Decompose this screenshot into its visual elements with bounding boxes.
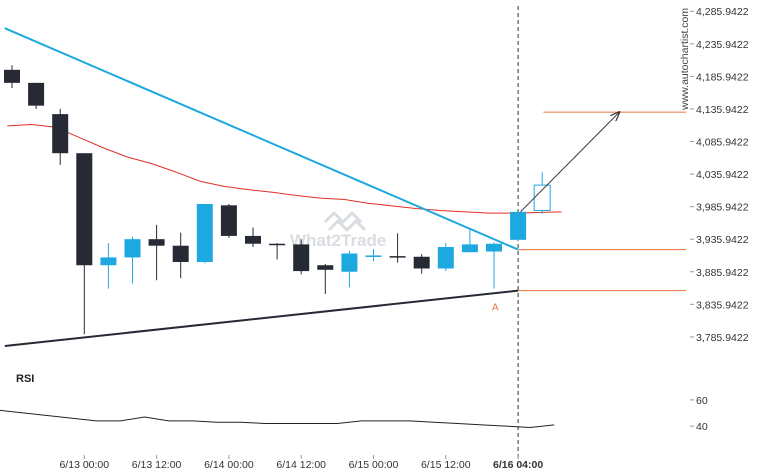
- x-tick-label: 6/15 12:00: [421, 459, 471, 471]
- candle-body: [269, 243, 286, 246]
- candle-body: [389, 256, 406, 258]
- candle-body: [413, 256, 430, 269]
- candle-body: [510, 211, 527, 240]
- resistance-trendline: [4, 27, 519, 251]
- candle: [389, 233, 406, 263]
- candle: [124, 236, 141, 284]
- projection-arrow: [520, 112, 620, 213]
- candle: [220, 204, 237, 238]
- candle-body: [28, 82, 45, 106]
- candle-body: [4, 69, 20, 83]
- y-axis: 4,285.9422 4,235.9422 4,185.9422 4,135.9422…: [690, 6, 749, 344]
- candle-body: [293, 244, 310, 272]
- candle: [413, 254, 430, 274]
- candle-body: [124, 239, 141, 258]
- y-tick-label: 4,285.9422: [696, 6, 749, 18]
- rsi-label: RSI: [16, 373, 34, 385]
- candle: [245, 227, 261, 247]
- candle: [510, 211, 527, 241]
- candle-body: [76, 153, 93, 266]
- site-label: www.autochartist.com: [679, 8, 691, 111]
- candle-body: [148, 239, 165, 246]
- candle: [148, 224, 165, 281]
- y-tick-label: 4,235.9422: [696, 39, 749, 51]
- rsi-tick-label: 40: [696, 421, 708, 433]
- x-tick-label: 6/14 12:00: [276, 459, 326, 471]
- candle: [28, 82, 45, 109]
- watermark-text: What2Trade: [290, 231, 386, 250]
- candle-body: [196, 204, 213, 262]
- candle: [4, 65, 20, 89]
- candle-body: [437, 246, 454, 269]
- x-tick-label: 6/13 12:00: [132, 459, 182, 471]
- point-label-a: A: [492, 303, 499, 314]
- support-trendline: [4, 289, 519, 347]
- y-tick-label: 4,035.9422: [696, 169, 749, 181]
- candle-body: [341, 253, 358, 272]
- rsi-panel: RSI 60 40: [0, 373, 708, 433]
- candle: [196, 204, 213, 264]
- y-tick-label: 4,085.9422: [696, 137, 749, 149]
- x-tick-label: 6/13 00:00: [59, 459, 109, 471]
- watermark: What2Trade: [290, 211, 386, 250]
- candle-body: [317, 265, 334, 270]
- candle-body: [52, 114, 69, 154]
- rsi-line: [0, 409, 555, 428]
- candle-body: [486, 243, 502, 252]
- x-tick-label: 6/15 00:00: [349, 459, 399, 471]
- candle: [341, 250, 358, 288]
- candle-body: [100, 257, 117, 266]
- candle: [269, 243, 286, 260]
- candle: [172, 232, 189, 279]
- x-tick-label: 6/14 00:00: [204, 459, 254, 471]
- x-tick-label: 6/16 04:00: [493, 459, 543, 471]
- y-tick-label: 4,185.9422: [696, 71, 749, 83]
- candle: [100, 243, 117, 289]
- y-tick-label: 4,135.9422: [696, 104, 749, 116]
- watermark-logo-icon: [323, 211, 367, 232]
- candle-body: [461, 244, 478, 253]
- moving-average-line: [7, 124, 562, 214]
- projected-candle-body: [533, 184, 551, 212]
- candle: [461, 229, 478, 253]
- price-panel: A: [4, 6, 686, 460]
- rsi-tick-label: 60: [696, 395, 708, 407]
- candle: [365, 248, 382, 262]
- y-tick-label: 3,785.9422: [696, 332, 749, 344]
- candle: [317, 263, 334, 294]
- x-axis: 6/13 00:00 6/13 12:00 6/14 00:00 6/14 12:00…: [59, 455, 543, 471]
- y-tick-label: 3,985.9422: [696, 202, 749, 214]
- candle: [486, 242, 502, 289]
- y-tick-label: 3,835.9422: [696, 299, 749, 311]
- candle-body: [220, 205, 237, 236]
- candle-body: [365, 255, 382, 257]
- candle: [293, 239, 310, 275]
- candle-body: [245, 235, 261, 244]
- y-tick-label: 3,885.9422: [696, 267, 749, 279]
- candle-body: [172, 245, 189, 262]
- candle: [52, 108, 69, 165]
- candle: [437, 243, 454, 272]
- candle: [76, 153, 93, 335]
- y-tick-label: 3,935.9422: [696, 234, 749, 246]
- projected-candle: [533, 172, 551, 214]
